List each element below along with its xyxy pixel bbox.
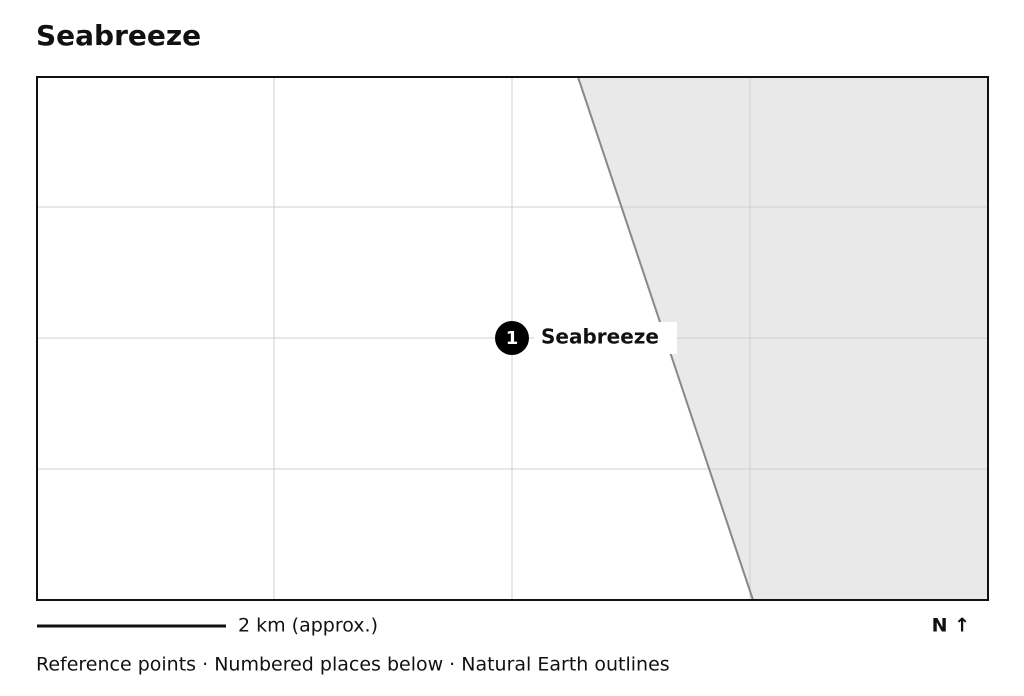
marker-label: Seabreeze (541, 325, 659, 349)
marker-dot (495, 321, 529, 355)
marker-number: 1 (506, 328, 519, 349)
marker[interactable]: 1 Seabreeze (495, 321, 677, 355)
scale-label: 2 km (approx.) (238, 615, 378, 637)
map: 1 Seabreeze (36, 76, 989, 601)
footer: Reference points · Numbered places below… (36, 654, 670, 676)
map-frame (36, 76, 989, 601)
north-arrow: N ↑ (932, 615, 970, 637)
title: Seabreeze (36, 19, 201, 52)
label-background (534, 322, 677, 354)
